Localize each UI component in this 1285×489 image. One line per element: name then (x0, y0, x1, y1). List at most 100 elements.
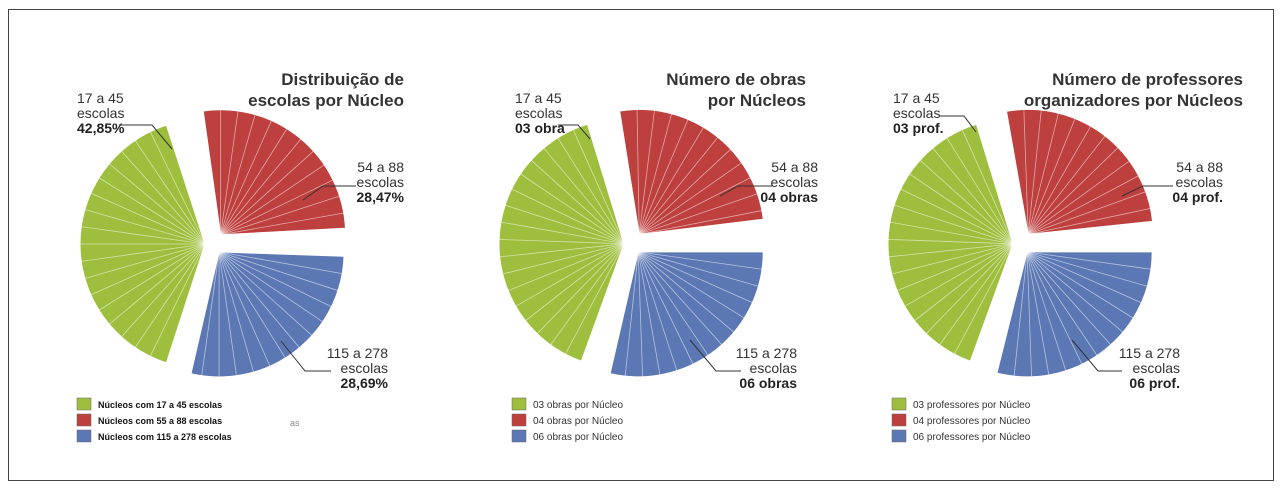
slice-value-label: 04 obras (760, 189, 818, 205)
callout-line (1071, 339, 1122, 372)
slice-texture-line (624, 251, 639, 377)
slice-texture-line (961, 129, 1014, 244)
callout-line (302, 185, 356, 201)
callout-line (119, 124, 173, 150)
slice-texture-line (893, 204, 1014, 245)
slice-texture-line (932, 147, 1014, 245)
slice-texture-line (904, 243, 1014, 307)
slice-texture-line (218, 251, 237, 376)
slice-texture-line (946, 137, 1014, 245)
slice-unit-label: escolas (77, 105, 124, 121)
slice-texture-line (220, 150, 314, 236)
slice-texture-line (1027, 251, 1151, 270)
slice-texture-line (1013, 251, 1028, 377)
slice-texture-line (98, 243, 206, 311)
slice-texture-line (889, 221, 1014, 245)
slice-texture-line (121, 243, 206, 338)
slice-texture-line (218, 251, 300, 348)
slice-texture-line (536, 243, 625, 334)
pie-slice-shape (202, 109, 346, 236)
chart-title-line: Número de obras (666, 70, 806, 89)
legend-swatch (891, 413, 907, 427)
slice-texture-line (1027, 135, 1106, 235)
pie-slice-2 (619, 108, 764, 235)
callout-line (558, 124, 591, 140)
slice-texture-line (149, 243, 206, 357)
legend-label: Núcleos com 115 a 278 escolas (98, 432, 232, 442)
slice-texture-line (888, 243, 1014, 258)
slice-unit-label: escolas (1133, 360, 1180, 376)
slice-texture-line (218, 251, 286, 359)
slice-texture-line (220, 179, 334, 236)
legend-swatch (891, 397, 907, 411)
pie-slice-3 (609, 251, 764, 378)
chart-legend: Núcleos com 17 a 45 escolas Núcleos com 5… (76, 397, 300, 443)
chart-title-line: por Núcleos (708, 91, 806, 110)
pie-slice-2 (1005, 108, 1154, 235)
slice-texture-line (1027, 251, 1148, 287)
slice-texture-line (637, 251, 643, 377)
slice-texture-line (637, 251, 694, 365)
slice-texture-line (1026, 251, 1142, 304)
pie-slice-shape (619, 108, 764, 235)
pie-slice-1 (498, 123, 625, 362)
slice-texture-line (1023, 109, 1029, 235)
slice-texture-line (572, 129, 625, 244)
slice-texture-line (636, 109, 640, 235)
slice-texture-line (220, 110, 239, 235)
slice-range-label: 17 a 45 (515, 90, 562, 106)
slice-texture-line (219, 251, 343, 275)
slice-texture-line (638, 110, 655, 235)
slice-texture-line (220, 195, 340, 236)
slice-unit-label: escolas (341, 360, 388, 376)
slice-range-label: 115 a 278 (1119, 345, 1180, 361)
slice-texture-line (220, 212, 344, 236)
slice-value-label: 28,69% (341, 375, 389, 391)
legend-label: Núcleos com 17 a 45 escolas (98, 400, 222, 410)
legend-label: 03 obras por Núcleo (533, 400, 623, 411)
slice-unit-label: escolas (771, 174, 818, 190)
slice-texture-line (637, 251, 723, 345)
slice-texture-line (543, 147, 625, 245)
legend-swatch (891, 429, 907, 443)
slice-texture-line (1026, 251, 1112, 346)
slice-texture-line (638, 127, 704, 235)
slice-unit-label: escolas (750, 360, 797, 376)
slice-texture-line (530, 159, 625, 245)
legend-swatch (76, 429, 92, 443)
slice-texture-line (1027, 125, 1092, 235)
slice-texture-line (90, 243, 206, 296)
callout-line (1121, 185, 1173, 197)
slice-texture-line (637, 251, 735, 333)
callout-line (689, 339, 741, 372)
legend-swatch (511, 397, 527, 411)
slice-texture-line (557, 137, 625, 245)
callout-line (940, 115, 977, 133)
slice-texture-line (220, 164, 325, 236)
slice-texture-line (914, 243, 1014, 322)
slice-texture-line (220, 128, 288, 235)
slice-texture-line (939, 243, 1014, 346)
chart-title-line: Distribuição de (281, 70, 404, 89)
slice-texture-line (218, 251, 323, 323)
slice-texture-line (1028, 191, 1146, 235)
slice-texture-line (639, 177, 751, 235)
slice-unit-label: escolas (893, 105, 940, 121)
slice-texture-line (1027, 110, 1042, 235)
slice-texture-line (108, 163, 206, 245)
legend-residue-text: as (290, 418, 300, 428)
slice-texture-line (218, 251, 313, 336)
slice-texture-line (953, 243, 1014, 355)
slice-unit-label: escolas (515, 105, 562, 121)
slice-texture-line (1026, 251, 1134, 319)
legend-label: 04 professores por Núcleo (913, 416, 1031, 427)
legend-label: 06 professores por Núcleo (913, 432, 1031, 443)
slice-texture-line (81, 243, 206, 262)
slice-texture-line (638, 162, 742, 235)
